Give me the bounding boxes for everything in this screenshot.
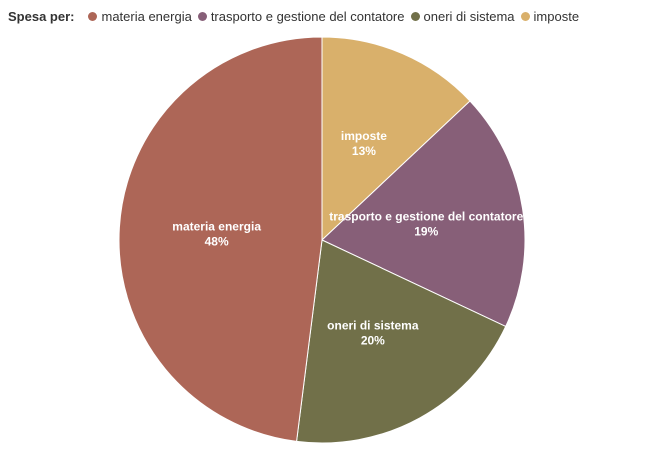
legend-swatch-oneri — [410, 11, 420, 21]
legend-item-materia-energia[interactable]: materia energia — [88, 8, 192, 24]
legend: Spesa per: materia energia trasporto e g… — [8, 6, 585, 26]
legend-label-trasporto: trasporto e gestione del contatore — [210, 8, 405, 24]
slice-label-trasporto-e-gestione-del-contatore: trasporto e gestione del contatore — [329, 209, 523, 223]
slice-value-materia-energia: 48% — [205, 234, 229, 248]
legend-item-trasporto[interactable]: trasporto e gestione del contatore — [197, 8, 405, 24]
legend-swatch-trasporto — [197, 11, 207, 21]
slice-label-imposte: imposte — [341, 129, 387, 143]
pie-slice-trasporto-e-gestione-del-contatore[interactable] — [321, 100, 526, 328]
legend-label-oneri: oneri di sistema — [423, 8, 515, 24]
legend-item-imposte[interactable]: imposte — [520, 8, 580, 24]
slice-value-imposte: 13% — [352, 144, 376, 158]
legend-label-imposte: imposte — [533, 8, 580, 24]
pie-slice-oneri-di-sistema[interactable] — [295, 239, 507, 444]
pie-slice-imposte[interactable] — [321, 36, 471, 242]
legend-swatch-materia-energia — [88, 11, 98, 21]
slice-label-materia-energia: materia energia — [172, 219, 261, 233]
legend-title: Spesa per: — [8, 8, 75, 24]
slice-value-oneri-di-sistema: 20% — [361, 334, 385, 348]
pie-slice-materia-energia[interactable] — [118, 36, 323, 442]
legend-swatch-imposte — [520, 11, 530, 21]
slice-value-trasporto-e-gestione-del-contatore: 19% — [414, 224, 438, 238]
legend-label-materia-energia: materia energia — [101, 8, 192, 24]
slice-label-oneri-di-sistema: oneri di sistema — [327, 319, 419, 333]
legend-item-oneri[interactable]: oneri di sistema — [410, 8, 515, 24]
